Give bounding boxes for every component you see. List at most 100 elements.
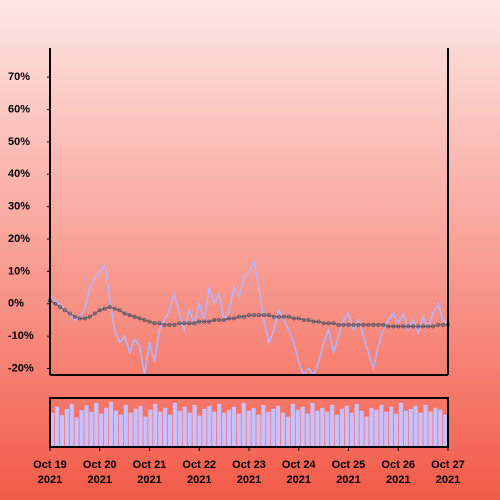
volume-bar — [443, 414, 448, 447]
volume-bar — [310, 402, 315, 447]
x-tick-label: Oct 21 2021 — [132, 459, 167, 486]
marker — [82, 316, 87, 321]
volume-bar — [133, 408, 138, 447]
volume-bar — [84, 405, 89, 447]
marker — [346, 322, 351, 327]
marker — [261, 313, 266, 318]
marker — [321, 321, 326, 326]
marker — [251, 313, 256, 318]
marker — [77, 316, 82, 321]
volume-bar — [182, 406, 187, 447]
volume-bar — [364, 416, 369, 447]
x-tick-label: Oct 25 2021 — [331, 459, 366, 486]
volume-bar — [69, 403, 74, 447]
marker — [306, 317, 311, 322]
marker — [177, 321, 182, 326]
volume-bar — [104, 407, 109, 447]
marker — [132, 314, 137, 319]
marker — [331, 321, 336, 326]
volume-bar — [128, 412, 133, 447]
volume-bar — [50, 412, 55, 447]
volume-bar — [221, 412, 227, 447]
marker — [52, 301, 57, 306]
volume-bar — [359, 410, 364, 447]
volume-bar — [428, 411, 433, 447]
volume-frame — [49, 397, 449, 448]
y-tick-label: 40% — [8, 168, 30, 180]
x-tick-label: Oct 24 2021 — [281, 459, 316, 486]
volume-bar — [300, 406, 305, 447]
volume-bar — [153, 403, 158, 447]
marker — [207, 319, 212, 324]
volume-bar — [280, 412, 286, 447]
x-tick-label: Oct 23 2021 — [232, 459, 266, 486]
x-tick-label: Oct 19 2021 — [33, 459, 67, 486]
volume-bar — [389, 406, 394, 447]
volume-bar — [59, 415, 65, 447]
volume-bar — [172, 402, 178, 447]
marker — [351, 322, 356, 327]
volume-bar — [148, 409, 153, 447]
marker — [416, 324, 421, 329]
marker — [291, 316, 296, 321]
marker — [376, 322, 381, 327]
volume-bar — [113, 410, 119, 447]
marker — [326, 321, 331, 326]
y-tick-label: -20% — [8, 362, 34, 374]
marker — [316, 319, 321, 324]
series-line — [50, 259, 448, 375]
volume-bar — [236, 413, 241, 447]
volume-bar — [231, 406, 236, 447]
marker — [107, 305, 112, 310]
volume-bar — [251, 407, 256, 447]
marker — [356, 322, 361, 327]
volume-bar — [344, 405, 349, 447]
volume-bar — [379, 404, 384, 447]
marker — [57, 305, 62, 310]
marker — [301, 317, 306, 322]
volume-bar — [94, 402, 99, 447]
marker — [147, 319, 152, 324]
marker — [227, 316, 232, 321]
volume-bar — [339, 408, 345, 447]
marker — [172, 322, 177, 327]
volume-bar — [285, 416, 291, 447]
volume-bar — [374, 409, 379, 447]
marker — [336, 322, 341, 327]
marker — [72, 314, 77, 319]
volume-bar — [305, 413, 310, 447]
volume-bar — [315, 410, 320, 447]
y-tick-label: 20% — [8, 233, 30, 245]
marker — [197, 319, 202, 324]
marker — [162, 322, 167, 327]
y-tick-label: 50% — [8, 136, 30, 148]
volume-bar — [438, 409, 443, 447]
volume-bar — [177, 410, 182, 447]
marker — [271, 314, 276, 319]
y-tick-label: 10% — [8, 265, 30, 277]
marker — [421, 324, 426, 329]
marker — [112, 306, 117, 311]
marker — [296, 316, 301, 321]
volume-bar — [403, 410, 408, 447]
marker — [67, 311, 72, 316]
marker — [256, 313, 261, 318]
volume-bar — [212, 411, 217, 447]
marker — [62, 308, 67, 313]
volume-bar — [99, 413, 104, 447]
marker — [237, 314, 242, 319]
volume-bar — [334, 414, 340, 447]
y-tick-label: -10% — [8, 330, 34, 342]
marker — [411, 324, 416, 329]
volume-bar — [320, 407, 325, 447]
marker — [366, 322, 371, 327]
volume-bar — [256, 414, 261, 447]
volume-bar — [349, 412, 354, 447]
volume-bar — [330, 404, 335, 447]
marker — [232, 316, 237, 321]
marker — [341, 322, 346, 327]
marker — [266, 313, 271, 318]
volume-bar — [118, 414, 123, 447]
volume-bar — [167, 414, 173, 447]
